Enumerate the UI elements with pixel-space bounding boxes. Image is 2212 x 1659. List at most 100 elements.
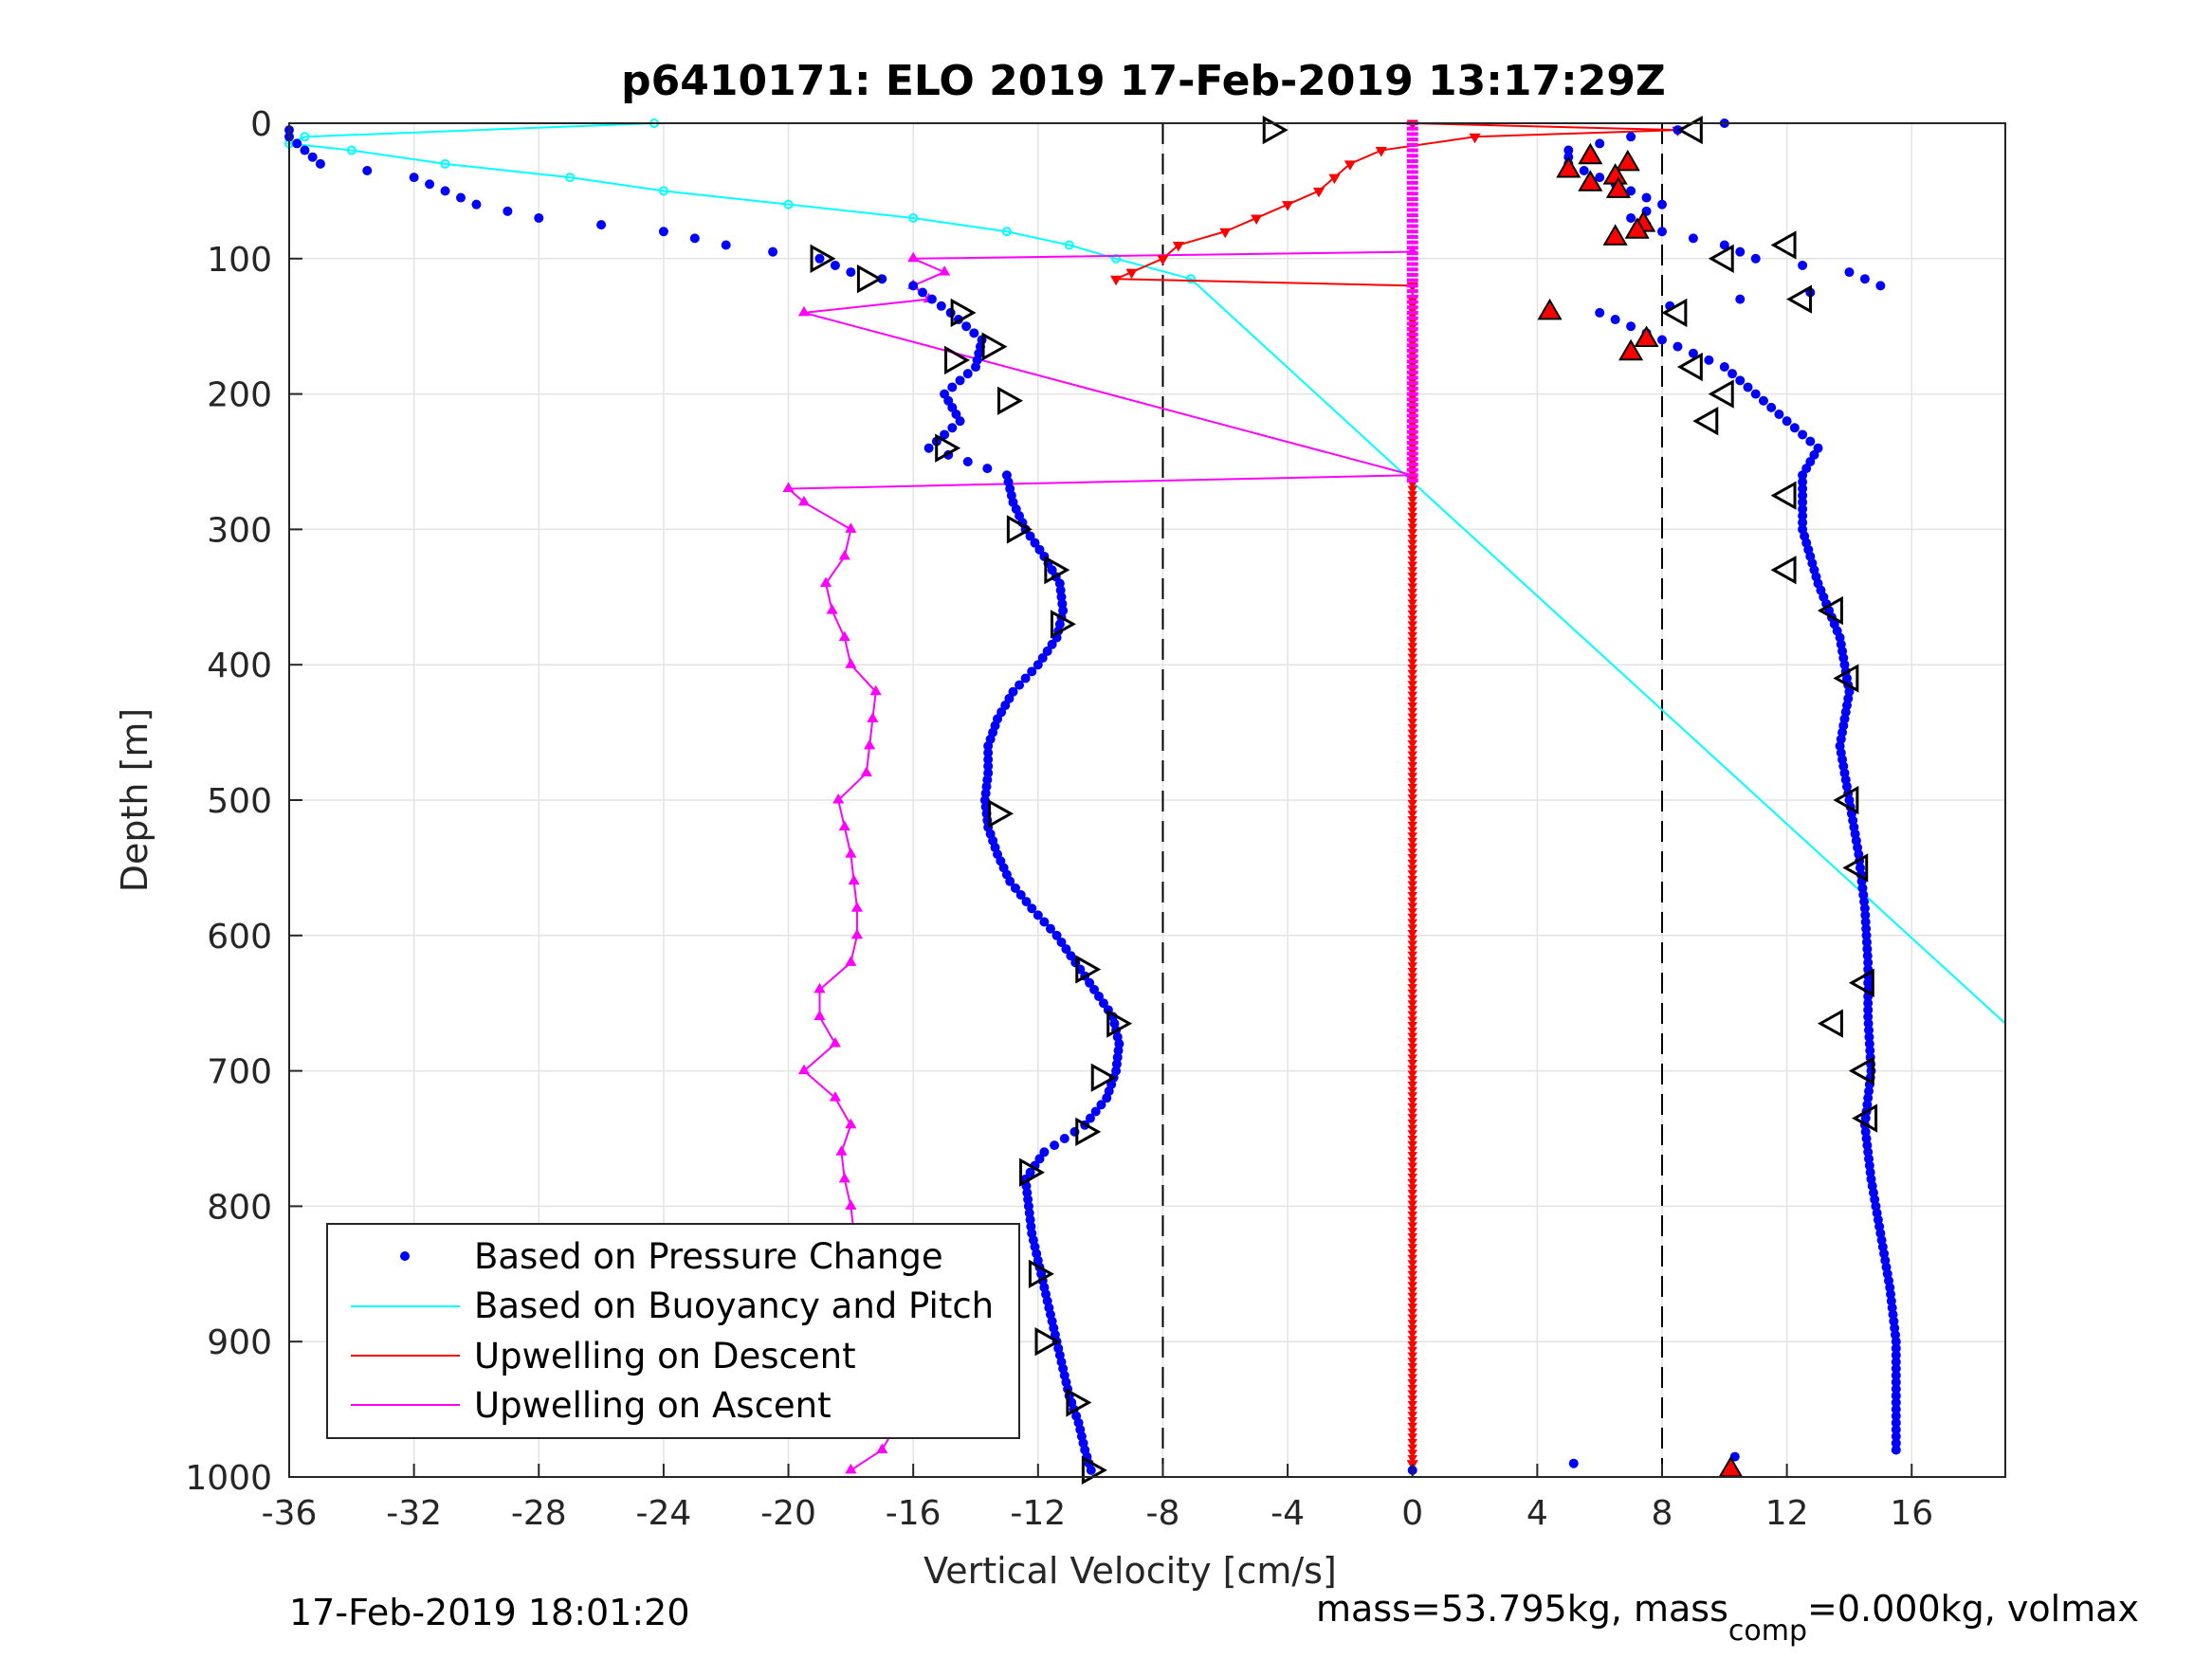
point-descent	[1282, 201, 1294, 211]
point-pressure	[1093, 992, 1104, 1002]
point-pressure	[1037, 653, 1048, 664]
point-ascent-zero	[1406, 316, 1418, 320]
point-pressure	[1010, 883, 1020, 893]
point-descent-zero	[1407, 1092, 1417, 1102]
point-descent-zero	[1407, 697, 1417, 706]
x-tick-label: -32	[386, 1494, 442, 1533]
point-ascent-zero	[1406, 429, 1418, 434]
point-descent-zero	[1407, 1444, 1417, 1453]
point-pressure	[1034, 1154, 1045, 1164]
marker-red-triangle	[1718, 1455, 1744, 1478]
point-ascent	[867, 712, 879, 722]
point-ascent-zero	[1406, 158, 1418, 163]
point-descent-zero	[1407, 1043, 1417, 1052]
point-descent-zero	[1407, 1173, 1417, 1182]
point-descent-zero	[1407, 1157, 1417, 1166]
point-descent-zero	[1407, 881, 1417, 890]
y-tick-label: 600	[207, 918, 272, 957]
point-descent-zero	[1407, 1266, 1417, 1275]
point-ascent-zero	[1406, 370, 1418, 374]
point-descent-zero	[1407, 1168, 1417, 1177]
legend-label-pressure: Based on Pressure Change	[474, 1236, 943, 1277]
point-ascent-zero	[1406, 365, 1418, 370]
point-descent-zero	[1407, 1119, 1417, 1128]
marker-left-triangle	[1661, 298, 1688, 328]
marker-left-triangle	[1708, 379, 1734, 409]
point-descent-zero	[1407, 837, 1417, 847]
point-ascent-zero	[1406, 283, 1418, 288]
point-descent-zero	[1407, 1320, 1417, 1329]
point-pressure	[1891, 1431, 1901, 1442]
point-descent	[1172, 242, 1184, 252]
point-descent-zero	[1407, 1232, 1417, 1242]
point-pressure	[1045, 923, 1055, 934]
point-pressure	[440, 186, 450, 196]
point-descent-zero	[1407, 967, 1417, 976]
point-descent-zero	[1407, 1362, 1417, 1372]
reference-lines	[1161, 123, 1663, 1477]
point-ascent	[907, 251, 920, 263]
point-descent-zero	[1407, 1000, 1417, 1010]
point-ascent	[838, 820, 850, 831]
point-pressure	[1704, 355, 1714, 365]
point-ascent	[845, 1463, 857, 1474]
point-descent-zero	[1407, 962, 1417, 972]
point-descent-zero	[1407, 1054, 1417, 1064]
point-descent	[1344, 160, 1356, 171]
y-tick-label: 1000	[185, 1459, 272, 1498]
point-pressure	[1025, 1167, 1035, 1177]
point-descent-zero	[1407, 719, 1417, 728]
x-tick-label: 16	[1890, 1494, 1933, 1533]
point-descent-zero	[1407, 978, 1417, 988]
point-ascent	[814, 1010, 826, 1020]
marker-left-triangle	[1676, 352, 1703, 382]
point-descent-zero	[1407, 1314, 1417, 1323]
point-pressure	[1798, 429, 1808, 440]
marker-red-triangle	[1605, 176, 1631, 198]
point-descent-zero	[1407, 815, 1417, 825]
x-tick-label: 8	[1652, 1494, 1673, 1533]
point-ascent-zero	[1406, 451, 1418, 456]
point-pressure	[1059, 1134, 1069, 1143]
point-pressure	[1891, 1343, 1901, 1354]
point-ascent	[845, 1199, 857, 1210]
point-ascent-zero	[1406, 186, 1418, 191]
x-tick-label: -12	[1010, 1494, 1066, 1533]
point-descent-zero	[1407, 940, 1417, 950]
point-ascent-zero	[1406, 213, 1418, 218]
point-descent-zero	[1407, 1206, 1417, 1215]
point-ascent	[838, 630, 850, 642]
point-descent-zero	[1407, 1108, 1417, 1118]
point-descent-zero	[1407, 984, 1417, 994]
point-descent-zero	[1407, 589, 1417, 598]
point-ascent-zero	[1406, 137, 1418, 142]
point-pressure	[1657, 199, 1667, 210]
point-pressure	[1865, 1046, 1875, 1056]
point-descent-zero	[1407, 946, 1417, 956]
point-descent	[1219, 228, 1232, 239]
marker-red-triangle	[1602, 224, 1628, 246]
point-pressure	[1688, 233, 1698, 244]
point-ascent	[835, 1145, 848, 1156]
point-ascent-zero	[1406, 327, 1418, 332]
point-pressure	[1891, 1370, 1901, 1380]
point-pressure	[658, 227, 668, 237]
point-pressure	[1743, 382, 1753, 392]
point-pressure	[1798, 260, 1808, 270]
point-pressure	[1033, 660, 1043, 670]
point-pressure	[1863, 1018, 1874, 1029]
point-pressure	[1891, 1404, 1901, 1414]
point-ascent-zero	[1406, 126, 1418, 131]
x-tick-label: -36	[262, 1494, 318, 1533]
marker-right-triangle	[856, 264, 883, 294]
point-pressure	[983, 768, 994, 778]
point-ascent-zero	[1406, 359, 1418, 364]
point-pressure	[1027, 666, 1037, 677]
point-descent-zero	[1407, 702, 1417, 712]
point-pressure	[1891, 1417, 1901, 1428]
point-pressure	[1891, 1363, 1901, 1374]
point-descent-zero	[1407, 523, 1417, 533]
point-descent-zero	[1407, 1352, 1417, 1361]
point-pressure	[596, 220, 607, 230]
marker-left-triangle	[1692, 406, 1719, 436]
